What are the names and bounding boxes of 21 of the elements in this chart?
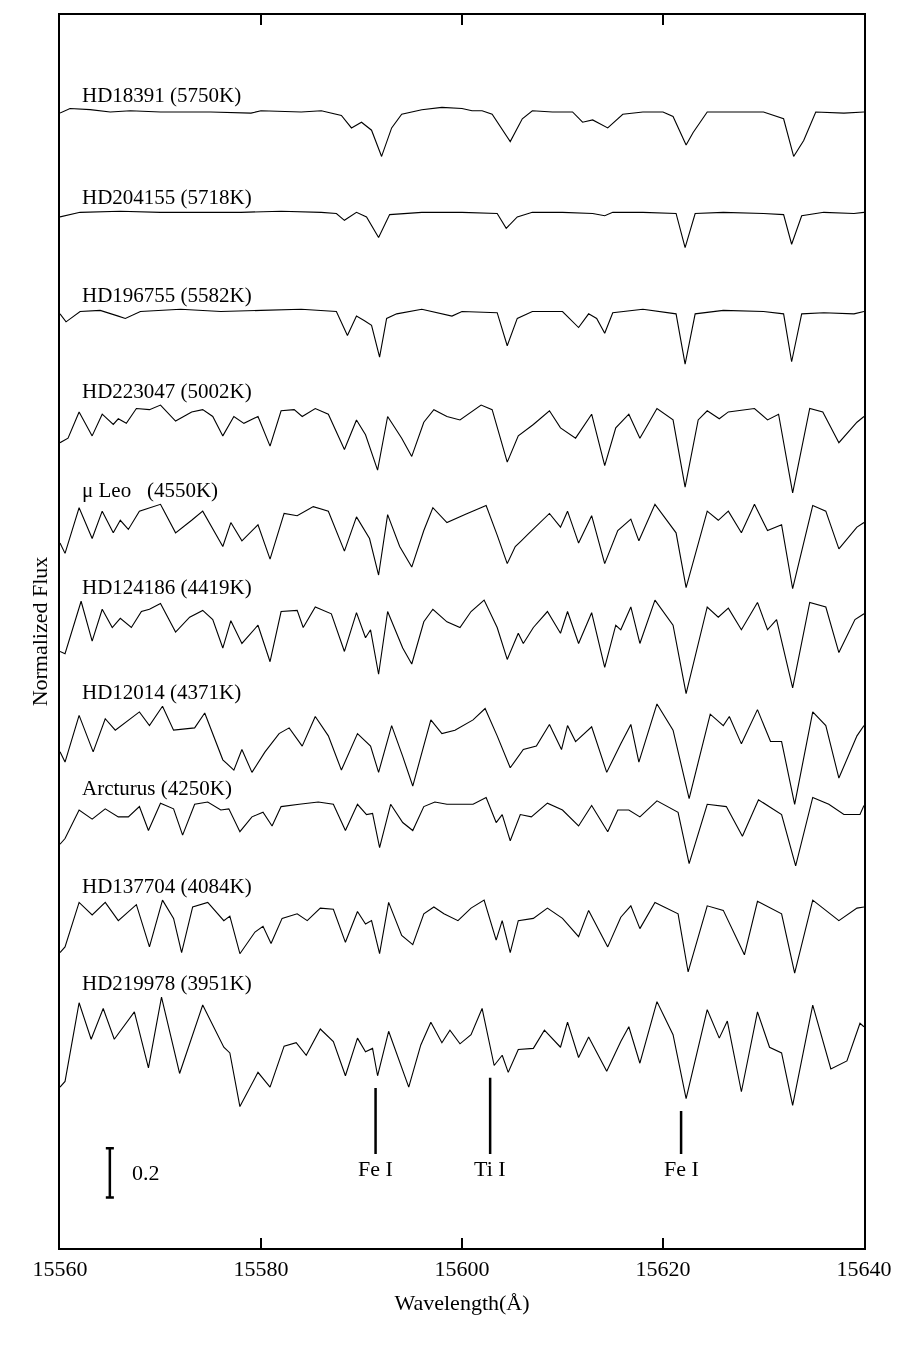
x-tick-label: 15560 (32, 1256, 88, 1282)
ref-line-label: Fe I (664, 1156, 699, 1181)
series-label: HD219978 (3951K) (82, 971, 252, 995)
series-label: HD137704 (4084K) (82, 874, 252, 898)
series-label: HD204155 (5718K) (82, 185, 252, 209)
series-label: HD12014 (4371K) (82, 680, 242, 704)
annotation: 0.2 (132, 1160, 160, 1185)
series-label: HD124186 (4419K) (82, 575, 252, 599)
series-label: HD18391 (5750K) (82, 83, 242, 107)
ref-line-label: Fe I (358, 1156, 393, 1181)
x-axis-title: Wavelength(Å) (394, 1289, 530, 1315)
x-tick-label: 15580 (233, 1256, 289, 1282)
x-tick-label: 15620 (635, 1256, 691, 1282)
x-tick-label: 15640 (836, 1256, 892, 1282)
series-label: HD223047 (5002K) (82, 379, 252, 403)
y-axis-title: Normalized Flux (27, 556, 53, 707)
series-label: μ Leo (4550K) (82, 478, 219, 502)
series-label: Arcturus (4250K) (82, 776, 232, 800)
x-tick-label: 15600 (434, 1256, 490, 1282)
series-label: HD196755 (5582K) (82, 283, 252, 307)
ref-line-label: Ti I (474, 1156, 506, 1181)
